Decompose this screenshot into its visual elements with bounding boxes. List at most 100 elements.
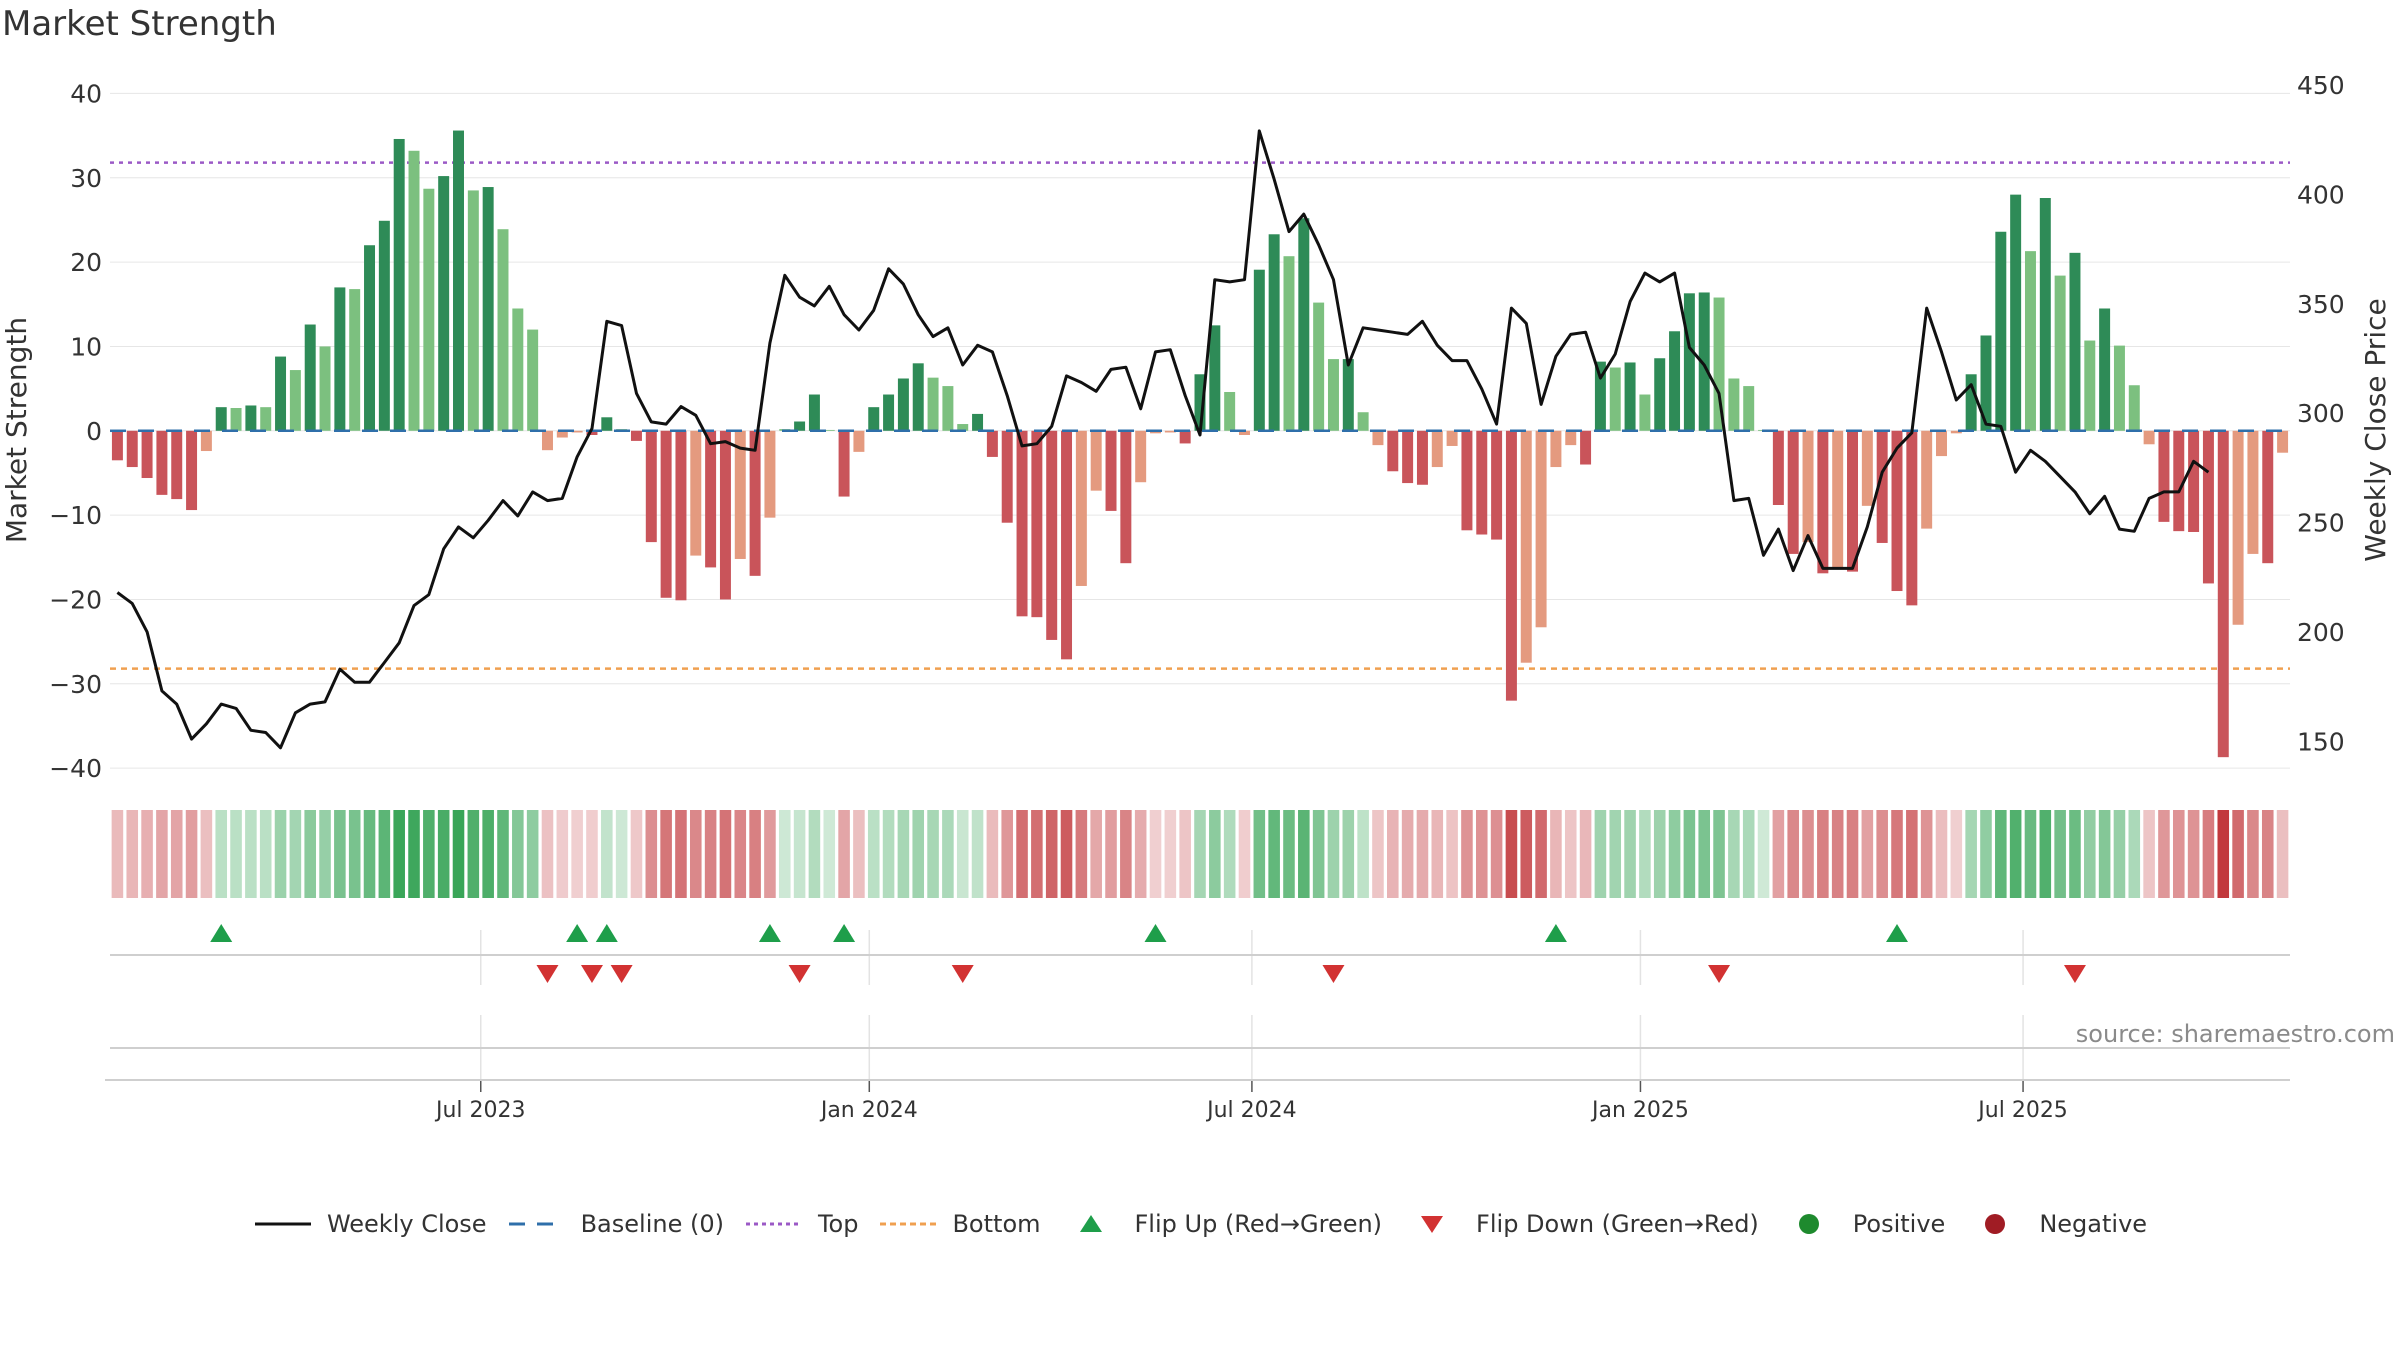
strength-band-cell (1298, 810, 1310, 898)
strength-band-cell (734, 810, 747, 898)
strength-bar (1031, 430, 1043, 618)
legend-item-positive: Positive (1779, 1210, 1945, 1238)
chart-legend: Weekly Close Baseline (0) Top Bottom Flip Up… (0, 1210, 2400, 1238)
strength-bar (1698, 292, 1710, 431)
strength-bar (571, 430, 583, 433)
strength-band-cell (1535, 810, 1547, 898)
y-tick-label: 0 (86, 417, 102, 446)
strength-band-cell (689, 810, 702, 898)
strength-band-cell (334, 810, 346, 898)
strength-bar (675, 430, 687, 601)
strength-bar (2173, 430, 2185, 532)
strength-band-cell (200, 810, 213, 898)
y2-tick-label: 200 (2297, 618, 2345, 647)
flip_down-legend-swatch (1421, 1216, 1444, 1233)
strength-bar (838, 430, 850, 497)
strength-bar (734, 430, 746, 559)
strength-band-cell (2276, 810, 2289, 898)
strength-bar (645, 430, 657, 543)
strength-band-cell (319, 810, 331, 898)
strength-band-cell (2202, 810, 2215, 898)
strength-band-cell (942, 810, 954, 898)
strength-band-cell (556, 810, 569, 898)
strength-band-cell (1579, 810, 1592, 898)
strength-band-cell (1475, 810, 1488, 898)
y2-tick-label: 150 (2297, 727, 2345, 756)
strength-bar (186, 430, 198, 511)
strength-bar (408, 150, 420, 431)
strength-bar (2202, 430, 2214, 584)
strength-bar (1164, 430, 1176, 433)
strength-band-cell (1357, 810, 1369, 898)
strength-bar (497, 229, 509, 431)
strength-band-cell (764, 810, 776, 898)
strength-bar (2024, 251, 2036, 431)
strength-bar (1550, 430, 1562, 468)
strength-bar (1150, 430, 1161, 434)
strength-band-cell (1120, 810, 1132, 898)
strength-band-cell (971, 810, 984, 898)
strength-bar (319, 346, 331, 431)
legend-label: Top (817, 1210, 859, 1238)
strength-bar (482, 187, 494, 431)
strength-band-cell (1268, 810, 1280, 898)
strength-bar (868, 407, 880, 431)
weekly-close-line (116, 129, 2210, 750)
strength-band-cell (2128, 810, 2141, 898)
y-tick-label: −10 (49, 501, 102, 530)
strength-band-cell (437, 810, 450, 898)
strength-bar (1209, 325, 1221, 431)
strength-band-cell (1564, 810, 1577, 898)
strength-band-cell (912, 810, 925, 898)
strength-band-cell (1060, 810, 1073, 898)
strength-band-cell (1802, 810, 1814, 898)
strength-band-cell (1342, 810, 1355, 898)
strength-bar (1446, 430, 1458, 446)
strength-band-cell (1372, 810, 1384, 898)
flip-up-marker (595, 924, 618, 942)
strength-bar (512, 308, 524, 431)
strength-bar (1817, 430, 1829, 574)
strength-bar (1298, 218, 1310, 431)
strength-band-cell (882, 810, 895, 898)
strength-bar (1669, 331, 1681, 431)
strength-band-cell (838, 810, 850, 898)
strength-bar (2143, 430, 2155, 445)
strength-bar (1891, 430, 1903, 592)
legend-item-close: Weekly Close (253, 1210, 487, 1238)
strength-bar (334, 287, 346, 431)
strength-bar (927, 377, 939, 431)
strength-band-cell (2172, 810, 2185, 898)
strength-band-cell (467, 810, 480, 898)
strength-bar (1016, 430, 1028, 617)
strength-band-cell (1728, 810, 1740, 898)
strength-band-cell (719, 810, 732, 898)
x-tick-label: Jul 2025 (1976, 1098, 2068, 1123)
strength-bar (2010, 194, 2022, 431)
strength-bar (141, 430, 153, 479)
strength-bar (586, 430, 598, 435)
flip-down-marker (536, 965, 559, 983)
strength-band-cell (897, 810, 910, 898)
strength-bar (719, 430, 731, 600)
legend-negative-dot (1985, 1214, 2006, 1234)
strength-bar (126, 430, 138, 468)
y2-tick-label: 250 (2297, 509, 2345, 538)
legend-item-bottom: Bottom (878, 1210, 1041, 1238)
strength-bar (1387, 430, 1399, 472)
strength-bar (2158, 430, 2170, 522)
legend-label: Flip Down (Green→Red) (1476, 1210, 1759, 1238)
weekly-close-path (116, 129, 2210, 750)
legend-label: Weekly Close (326, 1210, 487, 1238)
flip-down-marker (951, 965, 974, 983)
strength-band-cell (1550, 810, 1562, 898)
strength-band-cell (601, 810, 613, 898)
strength-band-cell (215, 810, 228, 898)
strength-bar (823, 429, 835, 431)
strength-bar (1253, 269, 1265, 431)
legend-flip-up-marker (1079, 1215, 1102, 1232)
top-legend-swatch (745, 1222, 802, 1226)
axes: 40 30 20 10 0 −10 −20 −30 −40 450 400 350 300 250 200 1… (49, 71, 2344, 1123)
strength-bar (808, 394, 820, 431)
strength-band-cell (304, 810, 316, 898)
